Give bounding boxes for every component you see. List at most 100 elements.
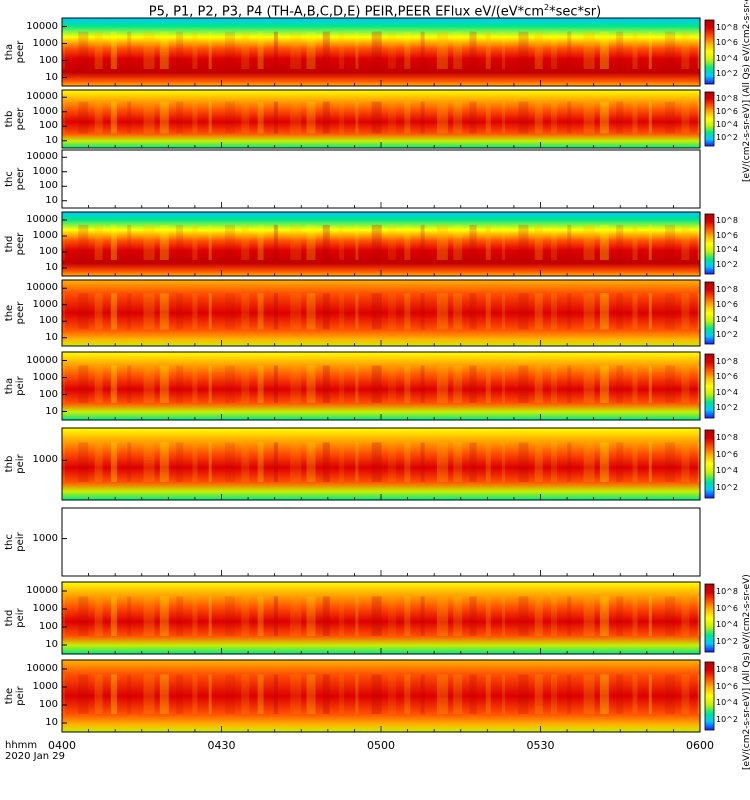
texture-streak [485, 293, 491, 330]
texture-streak [518, 442, 529, 482]
y-tick-label: 10 [45, 717, 58, 728]
texture-streak [404, 596, 411, 636]
texture-streak [616, 224, 624, 260]
texture-streak [208, 596, 212, 636]
texture-streak [339, 31, 345, 70]
texture-streak [94, 596, 103, 636]
texture-streak [208, 293, 212, 330]
texture-streak [306, 674, 316, 714]
texture-streak [143, 596, 155, 636]
texture-streak [436, 365, 448, 403]
x-date-label: 2020 Jan 29 [5, 751, 65, 762]
y-axis-label-line: peer [15, 167, 26, 191]
texture-streak [208, 101, 212, 134]
texture-streak [290, 596, 302, 636]
panel-thd_peer [61, 211, 715, 277]
y-tick-label: 1000 [32, 454, 58, 466]
texture-streak [290, 101, 302, 134]
texture-streak [420, 224, 425, 260]
texture-streak [159, 442, 169, 482]
texture-streak [62, 442, 65, 482]
texture-streak [94, 365, 103, 403]
texture-streak [159, 365, 169, 403]
texture-streak [159, 224, 169, 260]
texture-streak [159, 596, 169, 636]
texture-streak [94, 674, 103, 714]
texture-streak [534, 442, 543, 482]
texture-streak [632, 224, 638, 260]
texture-streak [485, 31, 491, 70]
texture-streak [94, 442, 103, 482]
texture-streak [404, 293, 411, 330]
texture-streak [192, 224, 198, 260]
texture-streak [436, 31, 448, 70]
texture-streak [518, 224, 529, 260]
texture-streak [241, 674, 250, 714]
panel-tha_peir [61, 351, 715, 421]
x-tick-label: 0430 [207, 739, 236, 752]
texture-streak [697, 442, 704, 482]
texture-streak [453, 674, 463, 714]
texture-streak [176, 101, 184, 134]
y-tick-label: 1000 [32, 37, 58, 49]
texture-streak [241, 442, 250, 482]
texture-streak [306, 365, 316, 403]
spectrogram-thd_peir [62, 582, 700, 654]
texture-streak [551, 293, 557, 330]
texture-streak [78, 224, 89, 260]
colorbar-tick-label: 10^2 [716, 636, 738, 646]
texture-streak [388, 365, 396, 403]
texture-streak [192, 596, 198, 636]
panel-frame [61, 507, 701, 577]
x-tick-label: 0400 [48, 739, 76, 752]
colorbar-tick-label: 10^2 [716, 403, 738, 413]
y-tick-label: 100 [38, 54, 58, 66]
colorbar-tick-label: 10^2 [716, 714, 738, 724]
texture-streak [225, 596, 235, 636]
texture-streak [339, 596, 345, 636]
x-tick-label: 0600 [686, 739, 714, 752]
texture-streak [355, 31, 359, 70]
colorbar-tick-label: 10^6 [716, 681, 738, 691]
texture-streak [681, 293, 690, 330]
texture-streak [697, 674, 704, 714]
texture-streak [62, 293, 65, 330]
texture-streak [632, 674, 638, 714]
texture-streak [322, 224, 330, 260]
texture-streak [388, 224, 396, 260]
texture-streak [355, 293, 359, 330]
texture-streak [225, 674, 235, 714]
texture-streak [290, 31, 302, 70]
texture-streak [648, 442, 652, 482]
y-axis-label: thd peer [4, 229, 26, 259]
y-axis-label: thd peir [4, 603, 26, 633]
texture-streak [322, 674, 330, 714]
panel-thc_peir [61, 507, 701, 577]
texture-streak [290, 365, 302, 403]
texture-streak [502, 293, 506, 330]
texture-streak [94, 224, 103, 260]
texture-streak [665, 293, 676, 330]
texture-streak [518, 101, 529, 134]
texture-streak [355, 224, 359, 260]
y-tick-label: 1000 [32, 165, 58, 177]
texture-streak [697, 293, 704, 330]
spectrogram-tha_peir [62, 352, 700, 420]
texture-streak [534, 293, 543, 330]
texture-streak [176, 674, 184, 714]
texture-streak [225, 101, 235, 134]
texture-streak [697, 596, 704, 636]
colorbar [704, 353, 715, 419]
texture-streak [192, 442, 198, 482]
texture-streak [518, 674, 529, 714]
spectrogram-thb_peir [62, 428, 700, 500]
texture-streak [453, 101, 463, 134]
texture-streak [371, 224, 382, 260]
y-tick-label: 10000 [26, 663, 58, 674]
texture-streak [534, 101, 543, 134]
texture-streak [143, 293, 155, 330]
texture-streak [176, 442, 184, 482]
y-axis-label-line: thc [4, 171, 15, 187]
y-axis-label-line: peir [15, 686, 26, 706]
